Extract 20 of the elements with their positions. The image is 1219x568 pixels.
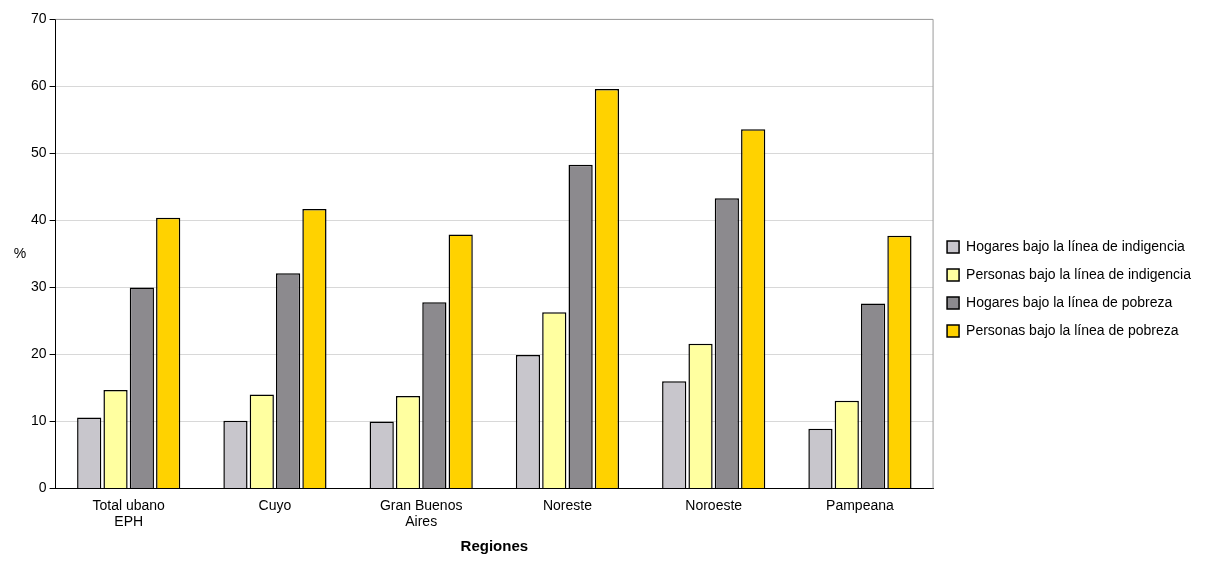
- x-tick-label: Noroeste: [685, 496, 743, 513]
- y-axis-title: %: [13, 244, 27, 261]
- x-tick-label: Gran Buenos Aires: [379, 496, 463, 530]
- y-tick-label: 60: [30, 77, 47, 94]
- y-tick-label: 0: [38, 479, 47, 496]
- x-tick-label: Cuyo: [258, 496, 292, 513]
- y-tick-label: 10: [30, 412, 47, 429]
- x-tick-label: Pampeana: [826, 496, 895, 513]
- legend-label: Hogares bajo la línea de indigencia: [966, 237, 1185, 254]
- x-tick-label: Noreste: [542, 496, 593, 513]
- x-tick-label: Total ubano EPH: [92, 496, 166, 530]
- y-tick-label: 40: [30, 211, 47, 228]
- y-tick-label: 20: [30, 345, 47, 362]
- legend-label: Hogares bajo la línea de pobreza: [966, 293, 1173, 310]
- legend-label: Personas bajo la línea de indigencia: [966, 265, 1192, 282]
- x-axis-title: Regiones: [460, 537, 529, 555]
- legend-label: Personas bajo la línea de pobreza: [966, 321, 1179, 338]
- y-tick-label: 70: [30, 10, 47, 27]
- y-tick-label: 50: [30, 144, 47, 161]
- y-tick-label: 30: [30, 278, 47, 295]
